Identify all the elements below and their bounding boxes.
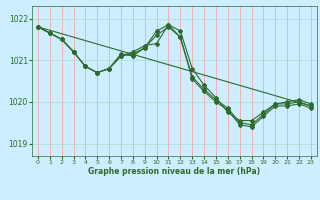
X-axis label: Graphe pression niveau de la mer (hPa): Graphe pression niveau de la mer (hPa) [88, 167, 260, 176]
